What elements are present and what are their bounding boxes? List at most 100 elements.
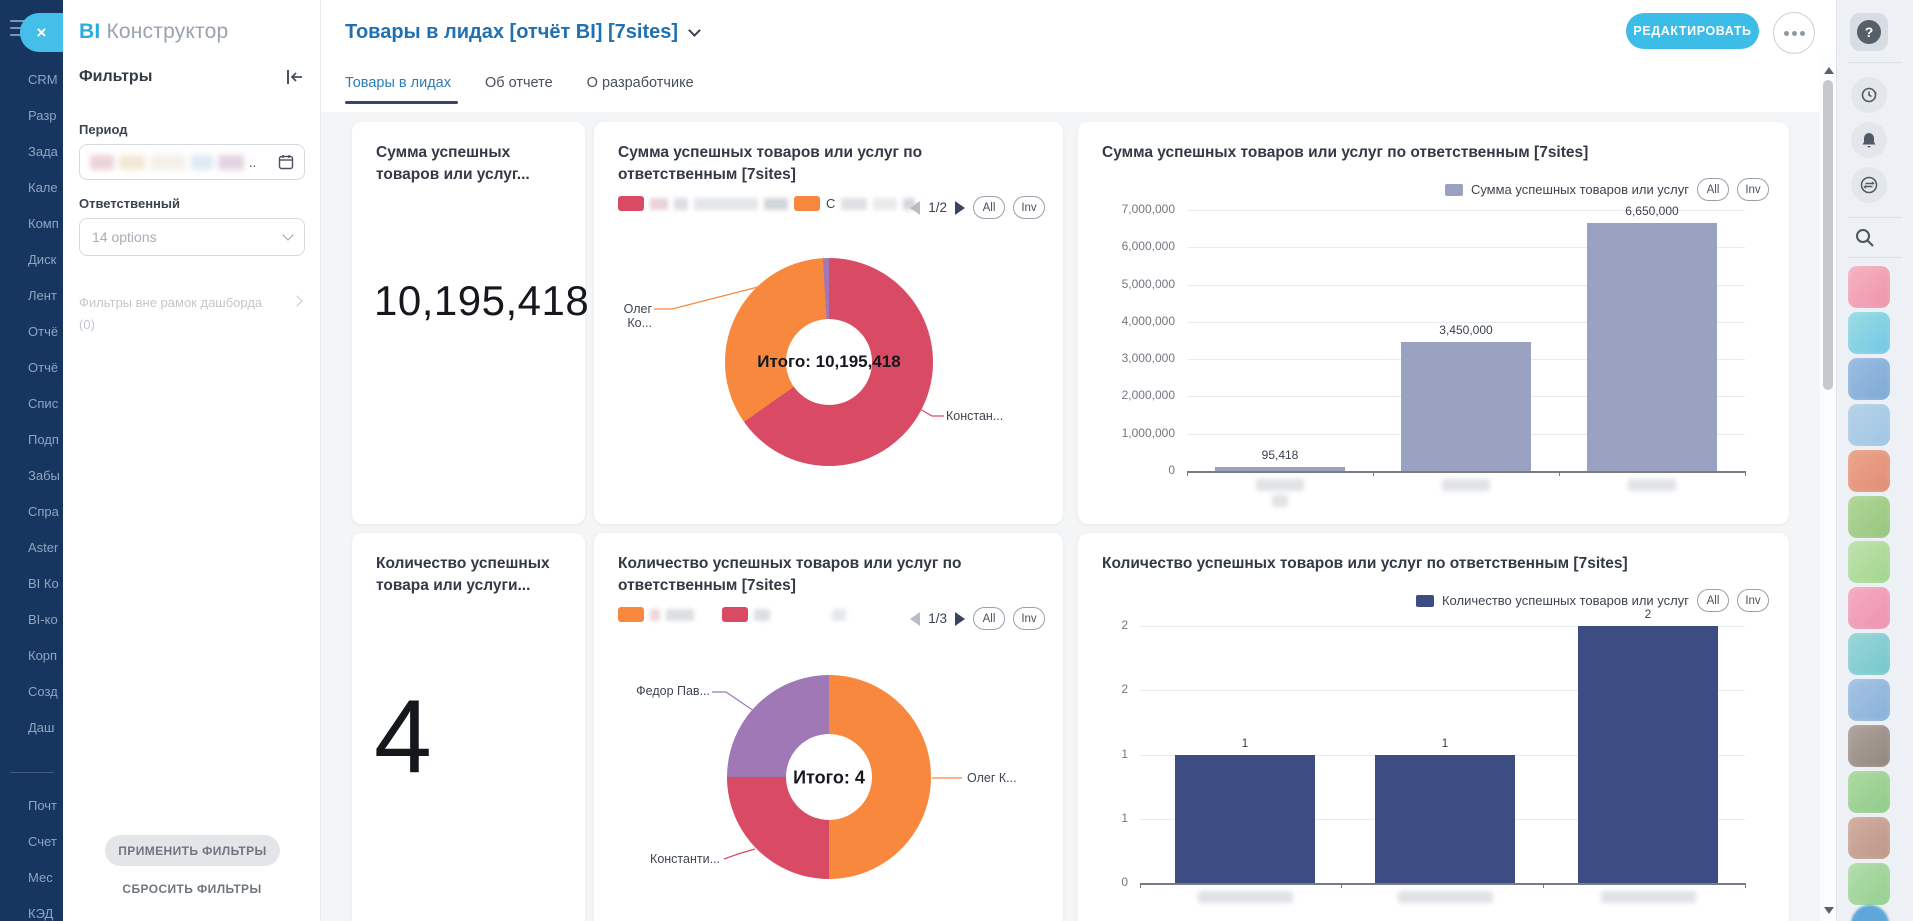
- sidebar-item[interactable]: Созд: [28, 684, 58, 699]
- avatar[interactable]: [1848, 266, 1890, 308]
- avatar[interactable]: [1851, 905, 1889, 921]
- card-bar-count[interactable]: Количество успешных товаров или услуг по…: [1078, 533, 1789, 921]
- sidebar-item[interactable]: КЭД: [28, 906, 54, 921]
- title-dropdown-icon[interactable]: [688, 23, 701, 37]
- sidebar-item[interactable]: Aster: [28, 540, 59, 555]
- scrollbar-thumb[interactable]: [1823, 80, 1833, 390]
- legend-swatch: [1444, 183, 1463, 196]
- avatar[interactable]: [1848, 770, 1890, 813]
- sidebar-item[interactable]: Лент: [28, 288, 57, 303]
- sidebar-item[interactable]: Даш: [28, 720, 55, 735]
- avatar[interactable]: [1848, 633, 1890, 676]
- x-tick-mark: [1744, 471, 1746, 476]
- all-button[interactable]: All: [973, 607, 1005, 630]
- inv-button[interactable]: Inv: [1013, 196, 1045, 219]
- responsible-select[interactable]: 14 options: [79, 218, 305, 256]
- bar[interactable]: [1587, 223, 1717, 471]
- sidebar-item[interactable]: Мес: [28, 870, 53, 885]
- inv-button[interactable]: Inv: [1013, 607, 1045, 630]
- sidebar-item[interactable]: Диск: [28, 252, 57, 267]
- reset-filters-button[interactable]: СБРОСИТЬ ФИЛЬТРЫ: [122, 882, 262, 896]
- bar[interactable]: [1215, 467, 1345, 471]
- close-sidebar-button[interactable]: ×: [20, 13, 63, 52]
- avatar[interactable]: [1848, 311, 1890, 354]
- sidebar-item[interactable]: Спис: [28, 396, 59, 411]
- bar[interactable]: [1175, 754, 1315, 883]
- all-button[interactable]: All: [1697, 589, 1729, 612]
- notifications-button[interactable]: [1851, 122, 1887, 158]
- timer-button[interactable]: [1851, 77, 1887, 113]
- avatar[interactable]: [1848, 587, 1890, 630]
- sidebar-item[interactable]: Подп: [28, 432, 59, 447]
- tab-about-developer[interactable]: О разработчике: [586, 75, 694, 91]
- avatar[interactable]: [1848, 449, 1890, 492]
- card-donut-sum[interactable]: Сумма успешных товаров или услуг по ответ…: [594, 122, 1063, 524]
- collapse-panel-icon[interactable]: [285, 68, 305, 86]
- scrollbar-up-icon[interactable]: [1824, 67, 1834, 74]
- toolbar-divider: [1848, 217, 1902, 218]
- all-button[interactable]: All: [973, 196, 1005, 219]
- sidebar-item[interactable]: CRM: [28, 72, 58, 87]
- redacted-text: [90, 154, 114, 170]
- all-button[interactable]: All: [1697, 178, 1729, 201]
- avatar[interactable]: [1848, 679, 1890, 722]
- x-tick-mark: [1542, 883, 1544, 888]
- sidebar-item[interactable]: Кале: [28, 180, 58, 195]
- apply-filters-button[interactable]: ПРИМЕНИТЬ ФИЛЬТРЫ: [105, 835, 280, 866]
- sidebar-item[interactable]: Разр: [28, 108, 57, 123]
- edit-button[interactable]: РЕДАКТИРОВАТЬ: [1626, 13, 1759, 49]
- inv-button[interactable]: Inv: [1737, 589, 1769, 612]
- sidebar-item[interactable]: Отчё: [28, 324, 59, 339]
- bar[interactable]: [1375, 754, 1515, 883]
- card-kpi-count[interactable]: Количество успешных товара или услуги... …: [352, 533, 585, 921]
- bar[interactable]: [1401, 342, 1531, 471]
- sidebar-item[interactable]: BI-ко: [28, 612, 58, 627]
- card-kpi-sum[interactable]: Сумма успешных товаров или услуг... 10,19…: [352, 122, 589, 524]
- sidebar-item[interactable]: Комп: [28, 216, 59, 231]
- dialog-button[interactable]: [1851, 167, 1887, 203]
- inv-button[interactable]: Inv: [1737, 178, 1769, 201]
- avatar[interactable]: [1848, 495, 1890, 538]
- period-input[interactable]: ..: [79, 144, 305, 180]
- avatar[interactable]: [1848, 816, 1890, 859]
- y-tick-label: 0: [1168, 463, 1175, 477]
- donut-chart-count[interactable]: [727, 675, 931, 879]
- tab-about-report[interactable]: Об отчете: [484, 75, 553, 91]
- gridline: [1140, 626, 1745, 627]
- avatar[interactable]: [1848, 862, 1890, 905]
- pager-next-icon[interactable]: [955, 200, 965, 215]
- calendar-icon[interactable]: [278, 154, 294, 170]
- sidebar-item[interactable]: Счет: [28, 834, 57, 849]
- card-bar-sum[interactable]: Сумма успешных товаров или услуг по отве…: [1078, 122, 1789, 524]
- avatar[interactable]: [1848, 725, 1890, 767]
- sidebar-item[interactable]: Корп: [28, 648, 58, 663]
- avatar[interactable]: [1848, 541, 1890, 584]
- pager-prev-icon[interactable]: [910, 200, 921, 215]
- scrollbar-down-icon[interactable]: [1824, 907, 1834, 914]
- outer-filters-link[interactable]: Фильтры вне рамок дашборда (0): [79, 292, 305, 336]
- sidebar-item[interactable]: Забы: [28, 468, 60, 483]
- redacted-text: [191, 154, 213, 170]
- sidebar-item[interactable]: Спра: [28, 504, 59, 519]
- vertical-scrollbar[interactable]: [1820, 55, 1836, 921]
- x-category-label-redacted: [1628, 479, 1676, 491]
- chevron-down-icon: [282, 229, 294, 241]
- search-button[interactable]: [1853, 226, 1877, 250]
- tab-products-in-leads[interactable]: Товары в лидах: [345, 75, 451, 91]
- avatar[interactable]: [1848, 357, 1890, 400]
- redacted-text: [650, 608, 660, 621]
- sidebar-item[interactable]: Зада: [28, 144, 58, 159]
- redacted-text: [694, 197, 758, 210]
- pager-next-icon[interactable]: [955, 611, 965, 626]
- card-donut-count[interactable]: Количество успешных товаров или услуг по…: [594, 533, 1063, 921]
- bell-icon: [1862, 133, 1876, 148]
- sidebar-item[interactable]: BI Ко: [28, 576, 59, 591]
- help-button[interactable]: ?: [1850, 13, 1888, 51]
- avatar[interactable]: [1848, 403, 1890, 446]
- pager-prev-icon[interactable]: [910, 611, 921, 626]
- card-title: Количество успешных товара или услуги...: [376, 555, 550, 594]
- more-options-button[interactable]: [1773, 12, 1815, 54]
- sidebar-item[interactable]: Отчё: [28, 360, 59, 375]
- bar[interactable]: [1578, 626, 1718, 883]
- sidebar-item[interactable]: Почт: [28, 798, 58, 813]
